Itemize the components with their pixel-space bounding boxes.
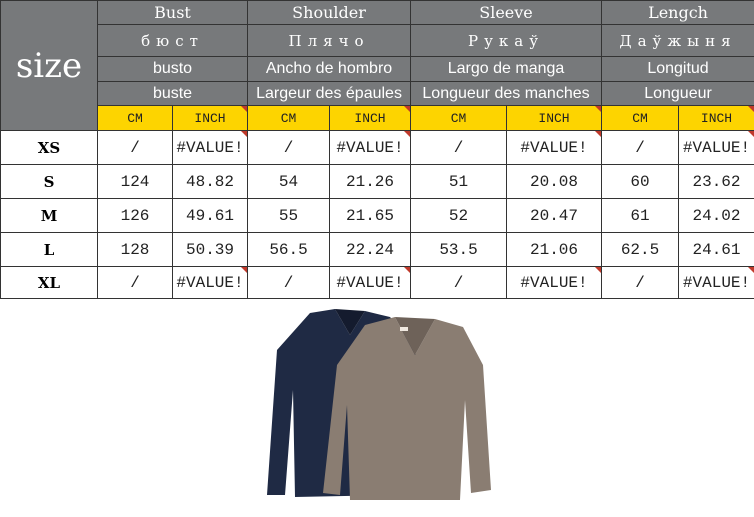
sleeve-header-fr: Longueur des manches (410, 81, 603, 106)
shoulder-header-fr: Largeur des épaules (247, 81, 412, 106)
value-cell: / (601, 130, 680, 165)
size-cell: XL (0, 266, 98, 299)
value-cell: 55 (247, 198, 331, 233)
size-cell: S (0, 164, 98, 199)
sleeve-header-ru: Рукаў (410, 24, 603, 57)
value-cell: / (410, 266, 508, 299)
value-cell: #VALUE! (329, 130, 412, 165)
table-row: L 128 50.39 56.5 22.24 53.5 21.06 62.5 24.61 (0, 232, 754, 267)
value-cell: 60 (601, 164, 680, 199)
bust-header-fr: buste (96, 81, 249, 106)
bust-header-ru: бюст (96, 24, 249, 57)
value-cell: 20.47 (506, 198, 603, 233)
value-cell: 21.26 (329, 164, 412, 199)
value-cell: 24.61 (678, 232, 754, 267)
value-cell: #VALUE! (506, 130, 603, 165)
unit-header-cm: CM (410, 105, 508, 131)
table-row: S 124 48.82 54 21.26 51 20.08 60 23.62 (0, 164, 754, 199)
unit-header-inch: INCH (329, 105, 412, 131)
value-cell: 21.65 (329, 198, 412, 233)
value-cell: #VALUE! (678, 266, 754, 299)
value-cell: #VALUE! (506, 266, 603, 299)
shoulder-header-en: Shoulder (247, 0, 412, 25)
value-cell: 124 (97, 164, 173, 199)
value-cell: 50.39 (171, 232, 249, 267)
value-cell: 53.5 (410, 232, 508, 267)
value-cell: 61 (601, 198, 680, 233)
value-cell: 126 (97, 198, 173, 233)
value-cell: / (97, 130, 173, 165)
bust-header-en: Bust (96, 0, 249, 25)
size-cell: M (0, 198, 98, 233)
size-cell: XS (0, 130, 98, 165)
value-cell: #VALUE! (329, 266, 412, 299)
sleeve-header-en: Sleeve (410, 0, 603, 25)
length-header-fr: Longueur (601, 81, 754, 106)
shoulder-header-es: Ancho de hombro (247, 56, 412, 82)
value-cell: 20.08 (506, 164, 603, 199)
value-cell: 54 (247, 164, 331, 199)
size-header: size (0, 0, 98, 131)
value-cell: 48.82 (171, 164, 249, 199)
table-row: M 126 49.61 55 21.65 52 20.47 61 24.02 (0, 198, 754, 233)
value-cell: 24.02 (678, 198, 754, 233)
length-header-es: Longitud (601, 56, 754, 82)
bust-header-es: busto (96, 56, 249, 82)
value-cell: #VALUE! (171, 266, 249, 299)
size-chart-table: size Bust Shoulder Sleeve Lengch бюст Пл… (0, 0, 754, 299)
value-cell: 51 (410, 164, 508, 199)
value-cell: #VALUE! (171, 130, 249, 165)
value-cell: 49.61 (171, 198, 249, 233)
unit-header-inch: INCH (506, 105, 603, 131)
value-cell: / (247, 130, 331, 165)
value-cell: #VALUE! (678, 130, 754, 165)
value-cell: / (410, 130, 508, 165)
value-cell: 22.24 (329, 232, 412, 267)
value-cell: 128 (97, 232, 173, 267)
sleeve-header-es: Largo de manga (410, 56, 603, 82)
value-cell: 56.5 (247, 232, 331, 267)
table-row: XS / #VALUE! / #VALUE! / #VALUE! / #VALUE! (0, 130, 754, 165)
value-cell: 23.62 (678, 164, 754, 199)
value-cell: 21.06 (506, 232, 603, 267)
length-header-en: Lengch (601, 0, 754, 25)
length-header-ru: Даўжыня (601, 24, 754, 57)
value-cell: 52 (410, 198, 508, 233)
unit-header-inch: INCH (678, 105, 754, 131)
value-cell: / (97, 266, 173, 299)
unit-header-inch: INCH (171, 105, 249, 131)
sweater-product-photo (267, 309, 491, 500)
value-cell: / (601, 266, 680, 299)
unit-header-cm: CM (601, 105, 680, 131)
value-cell: / (247, 266, 331, 299)
value-cell: 62.5 (601, 232, 680, 267)
unit-header-cm: CM (247, 105, 331, 131)
shoulder-header-ru: Плячо (247, 24, 412, 57)
unit-header-cm: CM (97, 105, 173, 131)
table-row: XL / #VALUE! / #VALUE! / #VALUE! / #VALUE! (0, 266, 754, 299)
size-cell: L (0, 232, 98, 267)
taupe-sweater (323, 317, 491, 500)
